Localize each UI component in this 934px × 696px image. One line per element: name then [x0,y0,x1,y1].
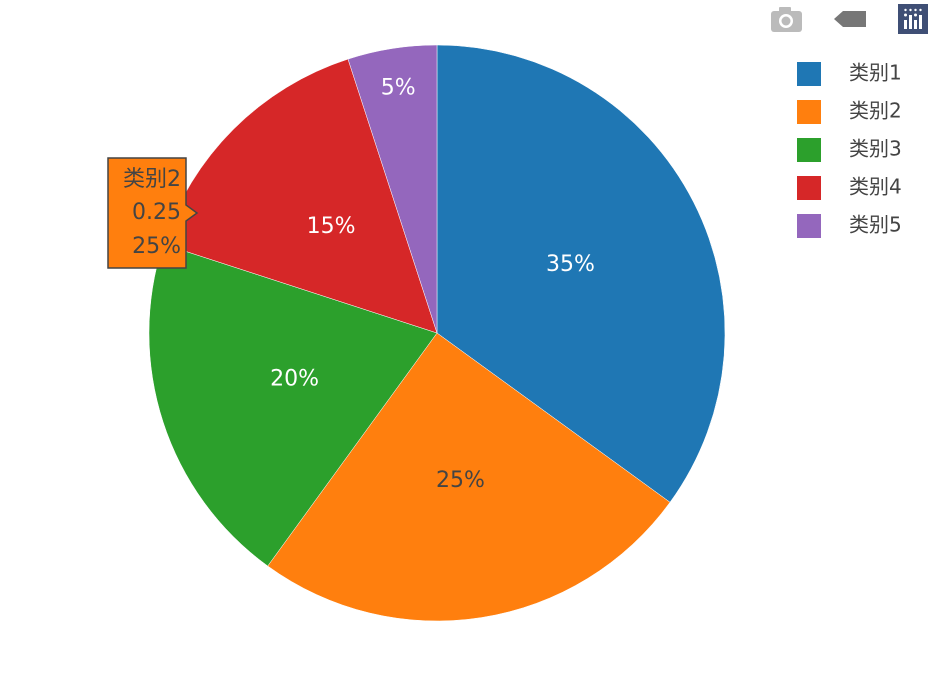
legend-swatch [797,176,821,200]
camera-button[interactable] [771,7,802,32]
plotly-logo[interactable] [898,4,928,34]
slice-label: 5% [381,75,416,100]
slice-label: 35% [546,252,595,277]
legend-swatch [797,62,821,86]
legend-label: 类别3 [849,137,902,161]
legend: 类别1 类别2 类别3 类别4 类别5 [797,61,902,238]
tooltip-category: 类别2 [123,167,181,192]
legend-label: 类别1 [849,61,902,85]
slice [347,44,438,334]
slice [436,44,726,503]
tooltip-value: 0.25 [132,200,181,225]
slice-label: 20% [270,366,319,391]
modebar [771,4,928,34]
legend-label: 类别2 [849,99,902,123]
hover-tooltip: 类别2 0.25 25% [107,157,199,269]
legend-swatch [797,138,821,162]
slice [267,332,671,622]
hover-button[interactable] [834,11,866,27]
slice [148,243,438,567]
legend-swatch [797,100,821,124]
legend-label: 类别4 [849,175,902,199]
legend-swatch [797,214,821,238]
tooltip-box [107,157,199,269]
slice-label: 25% [436,468,485,493]
slice-label: 15% [307,214,356,239]
slice-labels: 35% 25% 20% 15% 5% [270,75,595,493]
legend-label: 类别5 [849,213,902,237]
pie [148,44,726,622]
tooltip-percent: 25% [132,234,181,259]
